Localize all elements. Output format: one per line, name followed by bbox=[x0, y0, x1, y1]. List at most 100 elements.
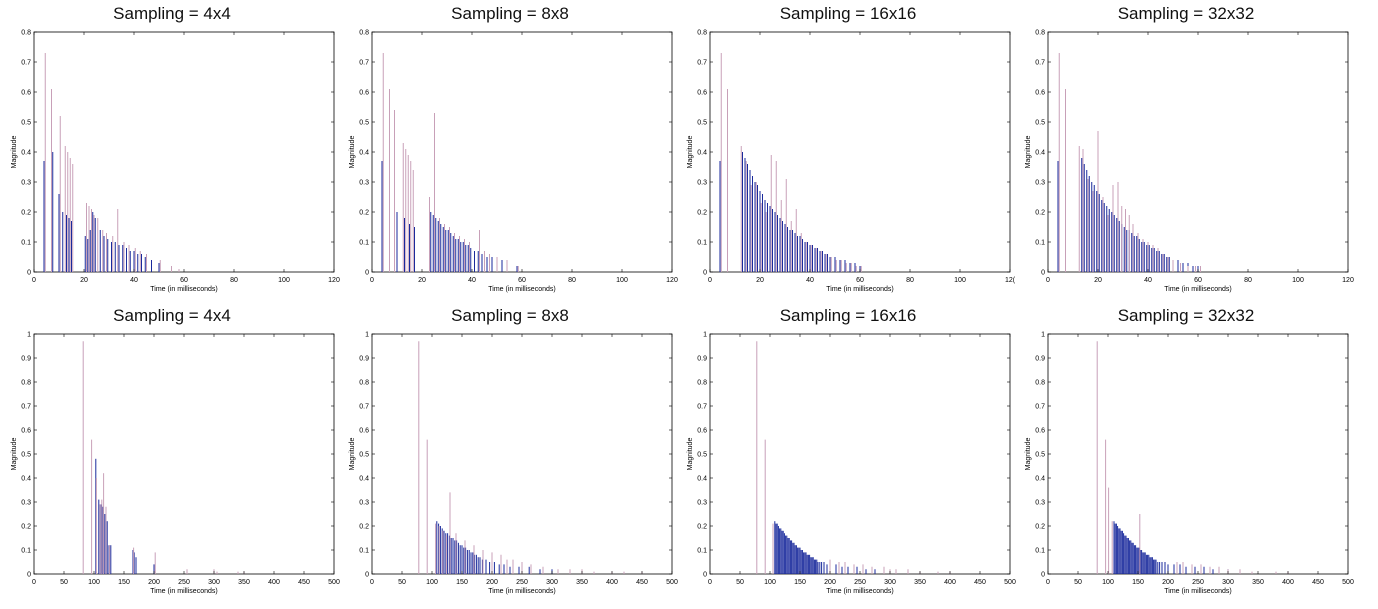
y-tick-label: 0.5 bbox=[359, 120, 369, 127]
y-tick-label: 0.6 bbox=[359, 90, 369, 97]
y-tick-label: 0.1 bbox=[697, 240, 707, 247]
x-tick-label: 300 bbox=[884, 579, 896, 586]
y-tick-label: 0.5 bbox=[697, 120, 707, 127]
y-tick-label: 0.8 bbox=[21, 380, 31, 387]
y-tick-label: 0.3 bbox=[1035, 500, 1045, 507]
chart-panel: Sampling = 32x32 0 20 40 60 80 100 120 0 0.1 0.2 0… bbox=[1014, 0, 1358, 302]
x-tick-label: 40 bbox=[468, 277, 476, 284]
x-tick-label: 200 bbox=[824, 579, 836, 586]
y-axis-label: Magnitude bbox=[1025, 136, 1032, 169]
x-tick-label: 350 bbox=[914, 579, 926, 586]
chart-title: Sampling = 8x8 bbox=[451, 4, 569, 23]
x-tick-label: 250 bbox=[1192, 579, 1204, 586]
x-tick-label: 60 bbox=[180, 277, 188, 284]
x-axis-label: Time (in milliseconds) bbox=[488, 286, 555, 293]
x-tick-label: 50 bbox=[60, 579, 68, 586]
x-tick-label: 40 bbox=[130, 277, 138, 284]
x-tick-label: 100 bbox=[954, 277, 966, 284]
x-tick-label: 120 bbox=[328, 277, 340, 284]
y-tick-label: 0.3 bbox=[21, 500, 31, 507]
x-tick-label: 400 bbox=[606, 579, 618, 586]
y-tick-label: 0.7 bbox=[359, 404, 369, 411]
chart-svg: 0 50 100 150 200 250 300 350 400 450 500 0 0.1 0.2 0.3… bbox=[687, 332, 1016, 596]
x-tick-label: 50 bbox=[398, 579, 406, 586]
y-tick-label: 0.1 bbox=[1035, 240, 1045, 247]
chart-title: Sampling = 8x8 bbox=[451, 306, 569, 325]
y-axis-label: Magnitude bbox=[687, 438, 694, 471]
x-tick-label: 50 bbox=[736, 579, 744, 586]
y-axis-label: Magnitude bbox=[11, 136, 18, 169]
plot-area bbox=[371, 31, 673, 273]
y-tick-label: 1 bbox=[703, 332, 707, 339]
x-tick-label: 350 bbox=[1252, 579, 1264, 586]
x-tick-label: 100 bbox=[278, 277, 290, 284]
y-tick-label: 0.7 bbox=[1035, 60, 1045, 67]
x-tick-label: 0 bbox=[1046, 277, 1050, 284]
y-tick-label: 0.3 bbox=[697, 500, 707, 507]
y-tick-label: 0 bbox=[703, 572, 707, 579]
y-tick-label: 0.6 bbox=[1035, 90, 1045, 97]
x-tick-label: 80 bbox=[1244, 277, 1252, 284]
x-tick-label: 250 bbox=[178, 579, 190, 586]
x-tick-label: 60 bbox=[856, 277, 864, 284]
x-tick-label: 0 bbox=[32, 277, 36, 284]
y-tick-label: 0.2 bbox=[21, 524, 31, 531]
chart-panel: Sampling = 32x32 0 50 100 150 200 250 300 350 40… bbox=[1014, 302, 1358, 604]
chart-title: Sampling = 32x32 bbox=[1117, 306, 1255, 325]
chart-svg: 0 50 100 150 200 250 300 350 400 450 500 0 0.1 0.2 0.3… bbox=[11, 332, 340, 596]
y-tick-label: 0.5 bbox=[697, 452, 707, 459]
x-tick-label: 50 bbox=[1074, 579, 1082, 586]
plot-area bbox=[371, 333, 673, 575]
y-tick-label: 0.1 bbox=[359, 548, 369, 555]
x-tick-label: 60 bbox=[518, 277, 526, 284]
x-tick-label: 500 bbox=[328, 579, 340, 586]
y-tick-label: 0 bbox=[27, 270, 31, 277]
y-tick-label: 0.5 bbox=[21, 452, 31, 459]
y-tick-label: 0.6 bbox=[697, 90, 707, 97]
y-tick-label: 0.7 bbox=[21, 60, 31, 67]
x-tick-label: 80 bbox=[568, 277, 576, 284]
y-tick-label: 0.7 bbox=[359, 60, 369, 67]
x-tick-label: 120 bbox=[1342, 277, 1354, 284]
y-tick-label: 0.1 bbox=[1035, 548, 1045, 555]
x-tick-label: 0 bbox=[708, 579, 712, 586]
x-tick-label: 40 bbox=[1144, 277, 1152, 284]
x-tick-label: 350 bbox=[238, 579, 250, 586]
x-tick-label: 400 bbox=[1282, 579, 1294, 586]
plot-area bbox=[33, 333, 335, 575]
y-tick-label: 0.1 bbox=[697, 548, 707, 555]
y-tick-label: 0.7 bbox=[697, 404, 707, 411]
y-tick-label: 0.8 bbox=[1035, 30, 1045, 37]
y-tick-label: 0.6 bbox=[359, 428, 369, 435]
y-tick-label: 0.7 bbox=[1035, 404, 1045, 411]
x-tick-label: 100 bbox=[1102, 579, 1114, 586]
y-axis-label: Magnitude bbox=[1025, 438, 1032, 471]
x-tick-label: 150 bbox=[1132, 579, 1144, 586]
x-axis-label: Time (in milliseconds) bbox=[1164, 588, 1231, 595]
y-tick-label: 0.3 bbox=[1035, 180, 1045, 187]
y-tick-label: 0 bbox=[27, 572, 31, 579]
y-tick-label: 0.4 bbox=[21, 150, 31, 157]
y-tick-label: 0.9 bbox=[359, 356, 369, 363]
y-tick-label: 0.6 bbox=[21, 428, 31, 435]
y-tick-label: 1 bbox=[1041, 332, 1045, 339]
y-tick-label: 0.3 bbox=[21, 180, 31, 187]
x-tick-label: 100 bbox=[616, 277, 628, 284]
y-tick-label: 0.2 bbox=[1035, 210, 1045, 217]
x-tick-label: 300 bbox=[546, 579, 558, 586]
plot-area bbox=[709, 333, 1011, 575]
chart-svg: 0 50 100 150 200 250 300 350 400 450 500 0 0.1 0.2 0.3… bbox=[349, 332, 678, 596]
x-tick-label: 20 bbox=[80, 277, 88, 284]
chart-title: Sampling = 4x4 bbox=[113, 4, 231, 23]
x-tick-label: 250 bbox=[854, 579, 866, 586]
chart-panel: Sampling = 16x16 0 50 100 150 200 250 300 350 40… bbox=[676, 302, 1020, 604]
chart-panel: Sampling = 8x8 0 50 100 150 200 250 300 350 400 4… bbox=[338, 302, 682, 604]
x-axis-label: Time (in milliseconds) bbox=[150, 286, 217, 293]
y-tick-label: 0.8 bbox=[21, 30, 31, 37]
x-axis-label: Time (in milliseconds) bbox=[826, 588, 893, 595]
x-tick-label: 100 bbox=[88, 579, 100, 586]
y-tick-label: 0.4 bbox=[359, 150, 369, 157]
x-tick-label: 300 bbox=[1222, 579, 1234, 586]
y-tick-label: 0.4 bbox=[1035, 150, 1045, 157]
y-tick-label: 0.9 bbox=[21, 356, 31, 363]
